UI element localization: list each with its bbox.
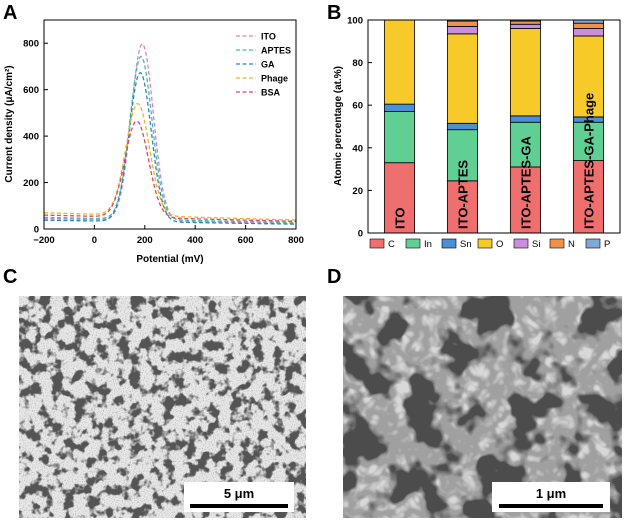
- y-tick-label: 0: [358, 229, 363, 240]
- bar-segment-n: [509, 20, 542, 25]
- scale-bar-d: [499, 504, 603, 508]
- bar-segment-c: [446, 180, 479, 234]
- atomic-composition-bar-chart: 0 20 40 60 80 100 ITO ITO-APTES ITO-APTES-GA ITO…: [333, 16, 621, 250]
- legend-label-o: O: [496, 239, 503, 250]
- bar-category-label: ITO-APTES: [456, 160, 471, 229]
- series-line-phage: [43, 102, 297, 221]
- legend-label-p: P: [604, 239, 610, 250]
- legend-label-bsa: BSA: [261, 88, 281, 98]
- y-tick-label: 600: [23, 85, 39, 96]
- legend-swatch-c: [369, 238, 385, 249]
- micrograph-d-texture: [343, 296, 622, 518]
- bar-segment-n: [446, 20, 479, 27]
- legend-swatch-n: [549, 238, 565, 249]
- panel-label-c: C: [3, 266, 18, 288]
- bar-category-label: ITO-APTES-GA: [519, 135, 534, 229]
- bar-segment-in: [509, 121, 542, 168]
- panel-label-b: B: [327, 2, 342, 24]
- scale-bar-label-d: 1 μm: [536, 486, 566, 501]
- legend-swatch-si: [513, 238, 529, 249]
- y-tick-label: 800: [23, 39, 39, 50]
- y-tick-label: 200: [23, 178, 39, 189]
- bar-segment-c: [383, 162, 416, 234]
- legend-label-ga: GA: [261, 60, 275, 70]
- series-line-bsa: [44, 120, 296, 222]
- legend-swatch-o: [477, 238, 493, 249]
- bar-segment-o: [509, 28, 542, 117]
- legend-swatch-sn: [441, 238, 457, 249]
- bar-segment-si: [572, 28, 605, 37]
- legend-swatch-in: [405, 238, 421, 249]
- legend-label-phage: Phage: [261, 74, 288, 84]
- legend-label-si: Si: [532, 239, 540, 250]
- scale-bar-c: [190, 504, 288, 508]
- legend-label-ito: ITO: [261, 32, 276, 42]
- x-tick-label: 800: [288, 235, 304, 246]
- bar-segment-si: [509, 23, 542, 29]
- bar-segment-o: [572, 35, 605, 118]
- y-tick-label: 80: [352, 58, 363, 69]
- bar-segment-sn: [446, 122, 479, 131]
- bar-segment-in: [383, 111, 416, 164]
- chart-a-frame: [43, 19, 297, 230]
- legend-label-c: C: [388, 239, 395, 250]
- sem-micrograph-c: 5 μm: [19, 296, 306, 518]
- x-tick-label: 0: [92, 235, 97, 246]
- y-tick-label: 40: [352, 143, 363, 154]
- legend-swatch-p: [585, 238, 601, 249]
- y-tick-label: 0: [34, 225, 39, 236]
- x-tick-label: 400: [187, 235, 203, 246]
- chart-b-frame: [367, 19, 621, 234]
- sem-micrograph-d: 1 μm: [343, 296, 622, 518]
- bar-category-label: ITO: [393, 208, 408, 229]
- x-tick-label: 600: [238, 235, 254, 246]
- panel-label-a: A: [3, 2, 18, 24]
- legend-label-n: N: [568, 239, 575, 250]
- bar-segment-o: [383, 19, 416, 105]
- x-tick-label: −200: [33, 235, 54, 246]
- y-tick-label: 20: [352, 186, 363, 197]
- panel-label-d: D: [327, 266, 342, 288]
- series-line-aptes: [44, 55, 296, 224]
- y-tick-label: 100: [347, 16, 363, 27]
- legend-label-sn: Sn: [460, 239, 472, 250]
- chart-a-y-axis-label: Current density (μA/cm²): [4, 65, 15, 182]
- bar-segment-sn: [383, 103, 416, 112]
- bar-segment-sn: [509, 115, 542, 123]
- bar-segment-in: [572, 121, 605, 161]
- bar-segment-n: [572, 22, 605, 29]
- legend-label-in: In: [424, 239, 432, 250]
- chart-b-y-axis-label: Atomic percentage (at.%): [333, 66, 344, 186]
- scale-bar-label-c: 5 μm: [224, 486, 254, 501]
- bar-segment-si: [446, 25, 479, 35]
- bar-segment-in: [446, 129, 479, 182]
- series-line-ga: [44, 72, 296, 225]
- x-tick-label: 200: [137, 235, 153, 246]
- chart-a-x-axis-label: Potential (mV): [136, 254, 203, 265]
- y-tick-label: 60: [352, 101, 363, 112]
- series-line-ito: [44, 43, 297, 224]
- bar-segment-o: [446, 33, 479, 124]
- legend-label-aptes: APTES: [261, 46, 291, 56]
- y-tick-label: 400: [23, 132, 39, 143]
- bar-category-label: ITO-APTES-GA-Phage: [582, 93, 597, 229]
- micrograph-c-texture: [19, 296, 306, 518]
- bar-segment-c: [572, 160, 605, 234]
